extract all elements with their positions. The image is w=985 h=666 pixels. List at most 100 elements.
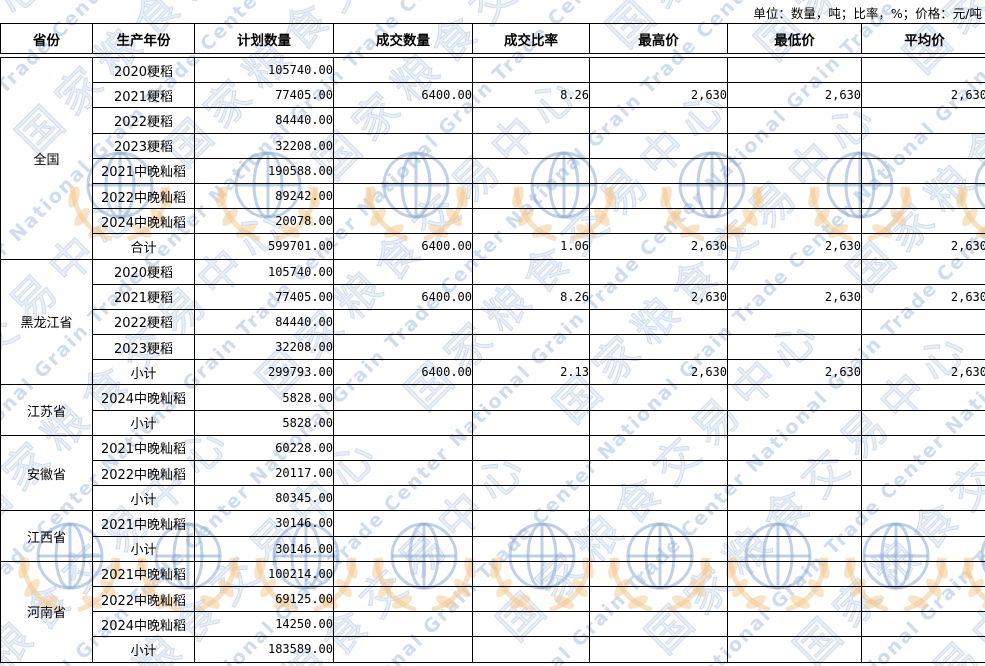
province-cell: 江西省 <box>0 510 93 562</box>
plan-qty-cell: 32208.00 <box>194 334 334 361</box>
min-price-cell <box>727 485 862 512</box>
table-row: 小计 5828.00 <box>1 409 985 436</box>
year-cell: 小计 <box>92 485 195 512</box>
column-header: 成交数量 <box>333 23 473 54</box>
avg-price-cell: 2,630 <box>861 283 985 310</box>
year-cell: 2022中晚籼稻 <box>92 459 195 487</box>
avg-price-cell <box>861 132 985 159</box>
max-price-cell <box>589 334 728 361</box>
deal-qty-cell <box>333 485 473 512</box>
max-price-cell <box>589 459 728 487</box>
year-cell: 2021中晚籼稻 <box>92 434 195 462</box>
year-cell: 2023粳稻 <box>92 334 195 361</box>
deal-ratio-cell <box>472 182 590 210</box>
year-cell: 2021粳稻 <box>92 283 195 310</box>
deal-ratio-cell <box>472 107 590 134</box>
table-row: 全国 2020粳稻 105740.00 <box>0 56 985 260</box>
plan-qty-cell: 77405.00 <box>194 82 334 109</box>
plan-qty-cell: 84440.00 <box>194 107 334 134</box>
year-cell: 2022中晚籼稻 <box>92 585 195 613</box>
table-row: 2022中晚籼稻 69125.00 <box>1 585 985 613</box>
deal-qty-cell: 6400.00 <box>333 283 473 310</box>
year-cell: 2021中晚籼稻 <box>92 560 195 587</box>
deal-qty-cell <box>333 459 473 487</box>
max-price-cell: 2,630 <box>589 283 728 310</box>
table-row: 2022粳稻 84440.00 <box>1 107 985 134</box>
min-price-cell <box>727 409 862 436</box>
deal-qty-cell: 6400.00 <box>333 359 473 386</box>
avg-price-cell <box>861 459 985 487</box>
max-price-cell <box>589 560 728 587</box>
plan-qty-cell: 299793.00 <box>194 359 334 386</box>
deal-qty-cell <box>333 132 473 159</box>
avg-price-cell <box>861 636 985 663</box>
max-price-cell <box>589 485 728 512</box>
table-row: 2022粳稻 84440.00 <box>1 308 985 336</box>
avg-price-cell <box>861 485 985 512</box>
year-cell: 2022中晚籼稻 <box>92 182 195 210</box>
deal-qty-cell <box>333 56 473 84</box>
avg-price-cell <box>861 182 985 210</box>
deal-ratio-cell <box>472 485 590 512</box>
deal-ratio-cell: 1.06 <box>472 233 590 260</box>
max-price-cell <box>589 585 728 613</box>
avg-price-cell <box>861 208 985 235</box>
table-row: 2023粳稻 32208.00 <box>1 334 985 361</box>
year-cell: 2022粳稻 <box>92 308 195 336</box>
deal-qty-cell: 6400.00 <box>333 233 473 260</box>
avg-price-cell: 2,630 <box>861 233 985 260</box>
max-price-cell <box>589 384 728 411</box>
plan-qty-cell: 30146.00 <box>194 535 334 562</box>
year-cell: 2024中晚籼稻 <box>92 384 195 411</box>
table-row: 江西省 2021中晚籼稻 30146.00 <box>0 510 985 562</box>
deal-qty-cell <box>333 535 473 562</box>
min-price-cell <box>727 308 862 336</box>
deal-ratio-cell <box>472 56 590 84</box>
province-cell: 河南省 <box>0 560 93 663</box>
deal-ratio-cell <box>472 132 590 159</box>
deal-ratio-cell <box>472 636 590 663</box>
table-row: 2024中晚籼稻 14250.00 <box>1 611 985 638</box>
avg-price-cell <box>861 585 985 613</box>
avg-price-cell <box>861 107 985 134</box>
min-price-cell <box>727 535 862 562</box>
column-header: 生产年份 <box>92 23 195 54</box>
avg-price-cell <box>861 56 985 84</box>
table-row: 2024中晚籼稻 20078.00 <box>1 208 985 235</box>
max-price-cell <box>589 132 728 159</box>
plan-qty-cell: 20078.00 <box>194 208 334 235</box>
deal-qty-cell: 6400.00 <box>333 82 473 109</box>
deal-ratio-cell <box>472 409 590 436</box>
year-cell: 2021中晚籼稻 <box>92 510 195 537</box>
min-price-cell <box>727 636 862 663</box>
min-price-cell <box>727 107 862 134</box>
plan-qty-cell: 80345.00 <box>194 485 334 512</box>
table-row: 2021粳稻 77405.00 6400.00 8.26 2,630 2,630 2,630 <box>1 283 985 310</box>
avg-price-cell: 2,630 <box>861 359 985 386</box>
min-price-cell <box>727 157 862 184</box>
deal-ratio-cell <box>472 585 590 613</box>
deal-qty-cell <box>333 157 473 184</box>
table-row: 小计 30146.00 <box>1 535 985 562</box>
plan-qty-cell: 60228.00 <box>194 434 334 462</box>
table-row: 2021粳稻 77405.00 6400.00 8.26 2,630 2,630 2,630 <box>1 82 985 109</box>
max-price-cell <box>589 510 728 537</box>
year-cell: 2020粳稻 <box>92 56 195 84</box>
avg-price-cell <box>861 560 985 587</box>
report-table: 省份 生产年份 计划数量 成交数量 成交比率 最高价 最低价 平均价 全国 2020粳稻 1057… <box>0 23 985 663</box>
province-cell: 江苏省 <box>0 384 93 436</box>
max-price-cell <box>589 636 728 663</box>
column-header: 成交比率 <box>472 23 590 54</box>
max-price-cell <box>589 56 728 84</box>
max-price-cell <box>589 107 728 134</box>
min-price-cell <box>727 585 862 613</box>
column-header: 最高价 <box>589 23 728 54</box>
table-row: 小计 183589.00 <box>1 636 985 663</box>
deal-ratio-cell <box>472 384 590 411</box>
table-row: 黑龙江省 2020粳稻 105740.00 <box>0 258 985 386</box>
max-price-cell <box>589 611 728 638</box>
year-cell: 2024中晚籼稻 <box>92 611 195 638</box>
unit-note: 单位：数量，吨；比率，%；价格：元/吨 <box>753 6 982 21</box>
max-price-cell <box>589 434 728 462</box>
min-price-cell <box>727 334 862 361</box>
